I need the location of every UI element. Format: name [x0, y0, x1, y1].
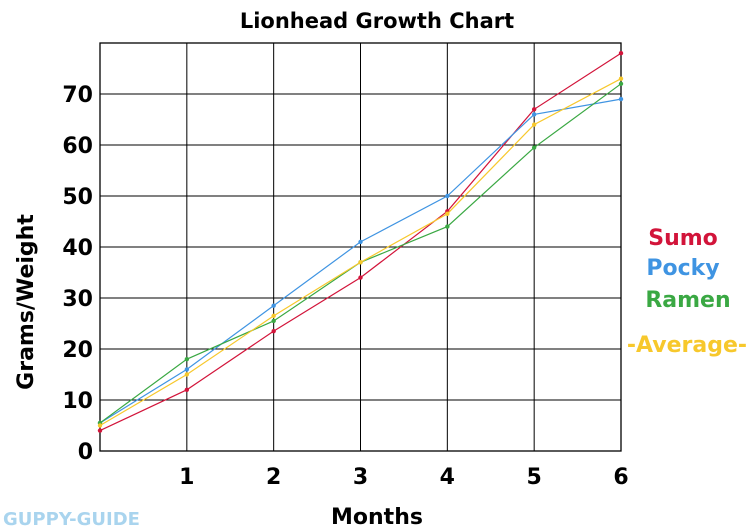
y-tick-label: 10: [62, 389, 93, 414]
data-point-average: [618, 76, 624, 81]
data-point-average: [271, 313, 276, 319]
y-tick-label: 40: [62, 236, 93, 261]
x-tick-label: 4: [440, 465, 455, 490]
x-tick-label: 2: [266, 465, 281, 490]
legend-pocky: Pocky: [646, 256, 719, 281]
data-point-pocky: [271, 303, 276, 308]
data-point-average: [97, 423, 103, 428]
data-point-pocky: [184, 367, 190, 372]
data-point-pocky: [531, 112, 537, 117]
data-point-average: [531, 122, 537, 127]
data-point-sumo: [271, 328, 276, 334]
data-point-ramen: [184, 357, 190, 362]
data-point-pocky: [445, 193, 450, 199]
data-point-ramen: [531, 145, 537, 150]
data-point-ramen: [445, 224, 450, 229]
data-point-sumo: [184, 387, 190, 392]
legend-ramen: Ramen: [645, 288, 730, 313]
y-tick-label: 50: [62, 185, 93, 210]
y-tick-label: 0: [78, 440, 93, 465]
legend-sumo: Sumo: [648, 226, 718, 251]
legend-average: -Average-: [627, 333, 746, 358]
data-point-average: [184, 372, 190, 377]
legend: Sumo Pocky Ramen -Average-: [627, 226, 746, 358]
x-tick-label: 3: [353, 465, 368, 490]
x-tick-label: 5: [527, 465, 542, 490]
y-tick-label: 20: [62, 338, 93, 363]
y-tick-label: 70: [62, 83, 93, 108]
data-point-average: [358, 260, 363, 265]
data-point-sumo: [97, 428, 103, 433]
x-tick-label: 1: [179, 465, 194, 490]
chart-title: Lionhead Growth Chart: [240, 9, 514, 33]
y-axis-label: Grams/Weight: [14, 214, 39, 390]
data-point-sumo: [531, 107, 537, 112]
data-point-ramen: [618, 81, 624, 87]
y-tick-label: 30: [62, 287, 93, 312]
y-tick-label: 60: [62, 134, 93, 159]
data-point-sumo: [618, 51, 624, 56]
series-lines: [97, 51, 624, 433]
x-axis-label: Months: [331, 505, 423, 530]
watermark-text: GUPPY-GUIDE: [3, 509, 140, 530]
data-point-sumo: [358, 275, 363, 280]
data-point-pocky: [618, 96, 624, 102]
data-point-average: [445, 211, 450, 217]
data-point-pocky: [358, 239, 363, 245]
data-point-ramen: [271, 318, 276, 324]
x-tick-label: 6: [613, 465, 628, 490]
